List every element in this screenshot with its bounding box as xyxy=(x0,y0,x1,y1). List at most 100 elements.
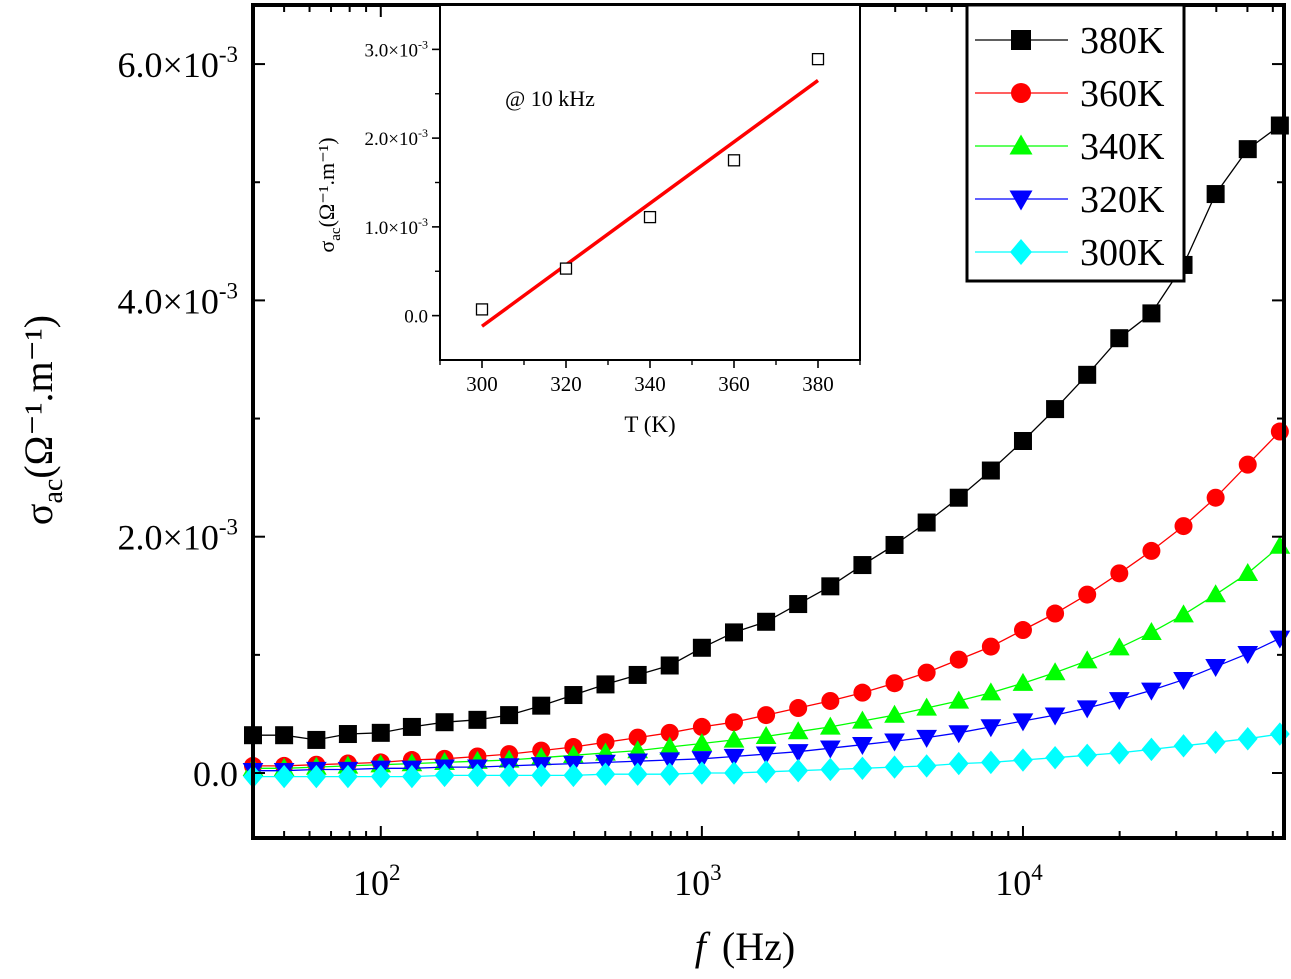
legend-item: 320K xyxy=(975,179,1165,221)
data-point xyxy=(1142,304,1161,323)
data-point xyxy=(1013,431,1032,450)
data-point xyxy=(821,577,840,596)
legend-marker xyxy=(1009,190,1033,211)
data-point xyxy=(1078,365,1097,384)
data-point xyxy=(1044,662,1066,681)
data-point xyxy=(1077,743,1098,767)
data-point xyxy=(435,713,454,732)
data-point xyxy=(1141,622,1162,641)
main-y-tick-label: 2.0×10-3 xyxy=(118,515,238,558)
data-point xyxy=(1269,535,1291,554)
data-point xyxy=(949,488,968,507)
legend-label: 300K xyxy=(1080,232,1165,274)
main-y-tick-label: 6.0×10-3 xyxy=(118,42,238,85)
legend-items: 380K 360K 340K 320K 300K xyxy=(975,20,1165,274)
inset-fit-line xyxy=(480,79,820,328)
data-point xyxy=(691,751,713,770)
data-point xyxy=(500,706,519,725)
data-point xyxy=(1076,650,1098,669)
data-point xyxy=(916,729,937,748)
data-point xyxy=(757,706,776,725)
data-point xyxy=(1237,562,1259,581)
data-point xyxy=(1012,672,1034,691)
main-y-tick-label: 0.0 xyxy=(193,754,238,794)
data-point xyxy=(1206,185,1225,204)
main-y-axis-label: σac(Ω⁻¹.m⁻¹) xyxy=(16,315,69,525)
inset-background xyxy=(440,5,860,360)
inset-y-tick-label: 0.0 xyxy=(404,307,428,328)
main-x-tick-label: 102 xyxy=(353,860,401,903)
main-x-tick-label: 103 xyxy=(674,860,722,903)
inset-x-tick-label: 320 xyxy=(550,372,582,396)
data-point xyxy=(499,763,520,788)
data-point xyxy=(724,713,743,732)
data-point xyxy=(1110,564,1129,583)
legend-item: 360K xyxy=(975,73,1165,115)
inset-plot-frame xyxy=(439,4,861,361)
data-point xyxy=(980,750,1001,775)
data-point xyxy=(853,556,872,575)
data-point xyxy=(789,699,808,718)
main-y-tick-label: 4.0×10-3 xyxy=(118,278,238,321)
data-point xyxy=(274,764,295,789)
legend-marker xyxy=(1011,83,1031,103)
data-point xyxy=(884,755,905,779)
data-point xyxy=(595,762,616,786)
data-point xyxy=(660,656,679,675)
inset-x-tick-label: 380 xyxy=(802,372,834,396)
data-point xyxy=(564,686,583,705)
legend-marker xyxy=(1009,134,1033,155)
data-point xyxy=(980,682,1002,701)
inset-y-tick-label: 1.0×10-3 xyxy=(365,215,428,239)
data-point xyxy=(1237,727,1258,751)
main-axes: 102 103 104 0.0 2.0×10-3 4.0×10-3 6.0×10-3 xyxy=(118,5,1284,903)
data-point xyxy=(1012,713,1034,732)
data-point xyxy=(723,729,745,748)
inset-x-axis-label: T (K) xyxy=(624,412,675,437)
data-point xyxy=(1076,700,1098,719)
data-point xyxy=(659,736,681,755)
data-point xyxy=(338,725,357,744)
data-point xyxy=(916,754,937,778)
data-point xyxy=(1238,455,1257,474)
legend-label: 360K xyxy=(1080,73,1165,115)
inset-data-point xyxy=(727,154,741,167)
data-point xyxy=(724,623,743,642)
data-point xyxy=(980,719,1002,738)
data-point xyxy=(275,726,294,745)
data-point xyxy=(401,764,422,789)
inset-x-tick-label: 360 xyxy=(718,372,750,396)
data-point xyxy=(1173,734,1194,758)
legend-label: 380K xyxy=(1080,20,1165,62)
data-point xyxy=(1270,422,1289,441)
main-x-axis-label: f (Hz) xyxy=(695,924,795,969)
data-point xyxy=(1173,604,1194,623)
data-point xyxy=(820,757,841,782)
series-340K xyxy=(242,535,1291,776)
legend-item: 300K xyxy=(975,232,1165,274)
data-point xyxy=(916,697,937,716)
data-point xyxy=(370,764,391,789)
data-point xyxy=(948,725,970,744)
data-point xyxy=(788,758,809,783)
inset-data-point xyxy=(643,210,657,224)
data-point xyxy=(596,675,615,694)
series-380K xyxy=(244,116,1289,749)
data-point xyxy=(949,650,968,669)
inset-x-tick-label: 340 xyxy=(634,372,666,396)
inset-y-tick-label: 3.0×10-3 xyxy=(365,37,428,61)
data-point xyxy=(1046,400,1065,419)
data-point xyxy=(1205,659,1226,678)
data-point xyxy=(1270,116,1289,135)
legend-label: 320K xyxy=(1080,179,1165,221)
data-point xyxy=(756,760,777,784)
data-point xyxy=(1238,140,1257,159)
inset-y-tick-label: 2.0×10-3 xyxy=(365,126,428,150)
data-point xyxy=(852,737,873,756)
data-point xyxy=(628,665,647,684)
series-320K xyxy=(242,630,1291,782)
main-series-layer xyxy=(242,116,1291,789)
inset-x-tick-label: 300 xyxy=(466,372,498,396)
data-point xyxy=(981,637,1000,656)
data-point xyxy=(787,744,809,763)
